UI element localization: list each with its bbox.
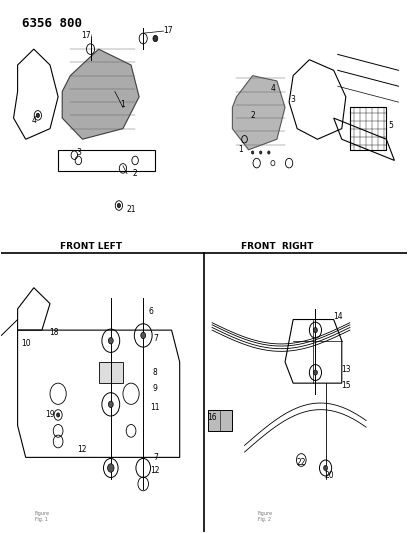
Circle shape	[251, 151, 254, 154]
Text: 4: 4	[31, 116, 36, 125]
Text: 12: 12	[78, 445, 87, 454]
Text: 3: 3	[76, 148, 81, 157]
Circle shape	[268, 151, 270, 154]
Text: 8: 8	[153, 368, 158, 377]
Text: 16: 16	[207, 413, 217, 422]
Text: 6356 800: 6356 800	[22, 17, 82, 30]
Circle shape	[141, 332, 146, 338]
Text: FRONT  RIGHT: FRONT RIGHT	[241, 241, 313, 251]
Polygon shape	[62, 49, 139, 139]
Polygon shape	[99, 362, 123, 383]
Text: 2: 2	[133, 169, 137, 178]
Text: 11: 11	[151, 402, 160, 411]
Circle shape	[36, 114, 40, 117]
Circle shape	[117, 204, 120, 208]
Text: 17: 17	[82, 31, 91, 41]
Text: 12: 12	[151, 466, 160, 475]
Circle shape	[324, 465, 328, 471]
Text: 3: 3	[291, 95, 295, 104]
Text: 9: 9	[153, 384, 158, 393]
Text: 14: 14	[333, 312, 343, 321]
Text: 17: 17	[163, 26, 172, 35]
Polygon shape	[233, 76, 285, 150]
Text: 18: 18	[49, 328, 59, 337]
Text: 4: 4	[271, 84, 275, 93]
Text: 10: 10	[21, 339, 31, 348]
Circle shape	[259, 151, 262, 154]
Circle shape	[313, 370, 317, 375]
Circle shape	[313, 327, 317, 333]
Text: Figure
Fig. 1: Figure Fig. 1	[34, 511, 49, 522]
Text: 20: 20	[325, 471, 335, 480]
Polygon shape	[208, 410, 233, 431]
Text: FRONT LEFT: FRONT LEFT	[60, 241, 122, 251]
Circle shape	[109, 337, 113, 344]
Text: Figure
Fig. 2: Figure Fig. 2	[257, 511, 272, 522]
Text: 19: 19	[45, 410, 55, 419]
Text: 1: 1	[121, 100, 125, 109]
Text: 15: 15	[341, 381, 350, 390]
Text: 7: 7	[153, 334, 158, 343]
Text: 1: 1	[238, 146, 243, 155]
Circle shape	[108, 464, 114, 472]
Text: 13: 13	[341, 366, 350, 374]
Circle shape	[109, 401, 113, 408]
Text: 21: 21	[126, 205, 136, 214]
Text: 2: 2	[250, 111, 255, 120]
Circle shape	[56, 413, 60, 417]
Circle shape	[153, 35, 158, 42]
Text: 5: 5	[388, 122, 393, 131]
Text: 22: 22	[297, 458, 306, 467]
Text: 7: 7	[153, 453, 158, 462]
Text: 6: 6	[149, 307, 154, 316]
